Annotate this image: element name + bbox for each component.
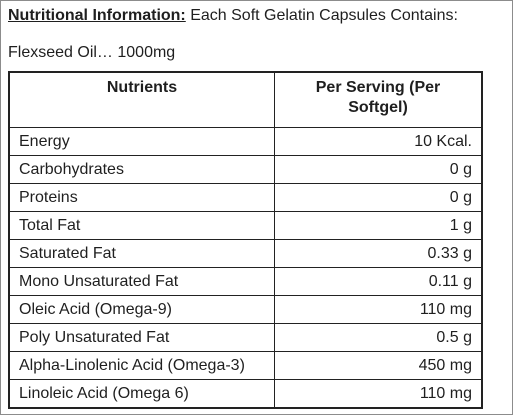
column-header-per-serving: Per Serving (Per Softgel)	[274, 72, 482, 128]
table-row: Alpha-Linolenic Acid (Omega-3) 450 mg	[9, 351, 482, 380]
heading-text: Each Soft Gelatin Capsules Contains:	[185, 7, 458, 24]
nutrient-value: 450 mg	[274, 351, 482, 380]
nutrient-value: 0.5 g	[274, 323, 482, 352]
nutrient-name: Poly Unsaturated Fat	[9, 323, 275, 352]
table-row: Energy 10 Kcal.	[9, 127, 482, 156]
nutrient-name: Alpha-Linolenic Acid (Omega-3)	[9, 351, 275, 380]
nutrient-value: 0 g	[274, 155, 482, 184]
nutrient-name: Saturated Fat	[9, 239, 275, 268]
serving-description: Flexseed Oil… 1000mg	[8, 44, 176, 61]
nutrition-table: Nutrients Per Serving (Per Softgel) Ener…	[8, 71, 483, 409]
nutrient-name: Oleic Acid (Omega-9)	[9, 295, 275, 324]
table-row: Total Fat 1 g	[9, 211, 482, 240]
table-row: Mono Unsaturated Fat 0.11 g	[9, 267, 482, 296]
table-row: Linoleic Acid (Omega 6) 110 mg	[9, 379, 482, 408]
nutrient-value: 0.33 g	[274, 239, 482, 268]
heading: Nutritional Information: Each Soft Gelat…	[8, 6, 458, 26]
table-row: Saturated Fat 0.33 g	[9, 239, 482, 268]
nutrient-value: 0 g	[274, 183, 482, 212]
nutrient-name: Carbohydrates	[9, 155, 275, 184]
nutrient-name: Proteins	[9, 183, 275, 212]
column-header-nutrients: Nutrients	[9, 72, 275, 128]
nutrient-name: Energy	[9, 127, 275, 156]
table-row: Oleic Acid (Omega-9) 110 mg	[9, 295, 482, 324]
table-row: Proteins 0 g	[9, 183, 482, 212]
table-row: Carbohydrates 0 g	[9, 155, 482, 184]
nutrient-value: 110 mg	[274, 295, 482, 324]
nutrient-value: 10 Kcal.	[274, 127, 482, 156]
nutrient-name: Linoleic Acid (Omega 6)	[9, 379, 275, 408]
table-row: Poly Unsaturated Fat 0.5 g	[9, 323, 482, 352]
nutrient-name: Total Fat	[9, 211, 275, 240]
nutrient-value: 1 g	[274, 211, 482, 240]
nutrient-value: 110 mg	[274, 379, 482, 408]
nutrient-name: Mono Unsaturated Fat	[9, 267, 275, 296]
table-header-row: Nutrients Per Serving (Per Softgel)	[9, 72, 482, 128]
nutrient-value: 0.11 g	[274, 267, 482, 296]
heading-label: Nutritional Information:	[8, 7, 186, 24]
